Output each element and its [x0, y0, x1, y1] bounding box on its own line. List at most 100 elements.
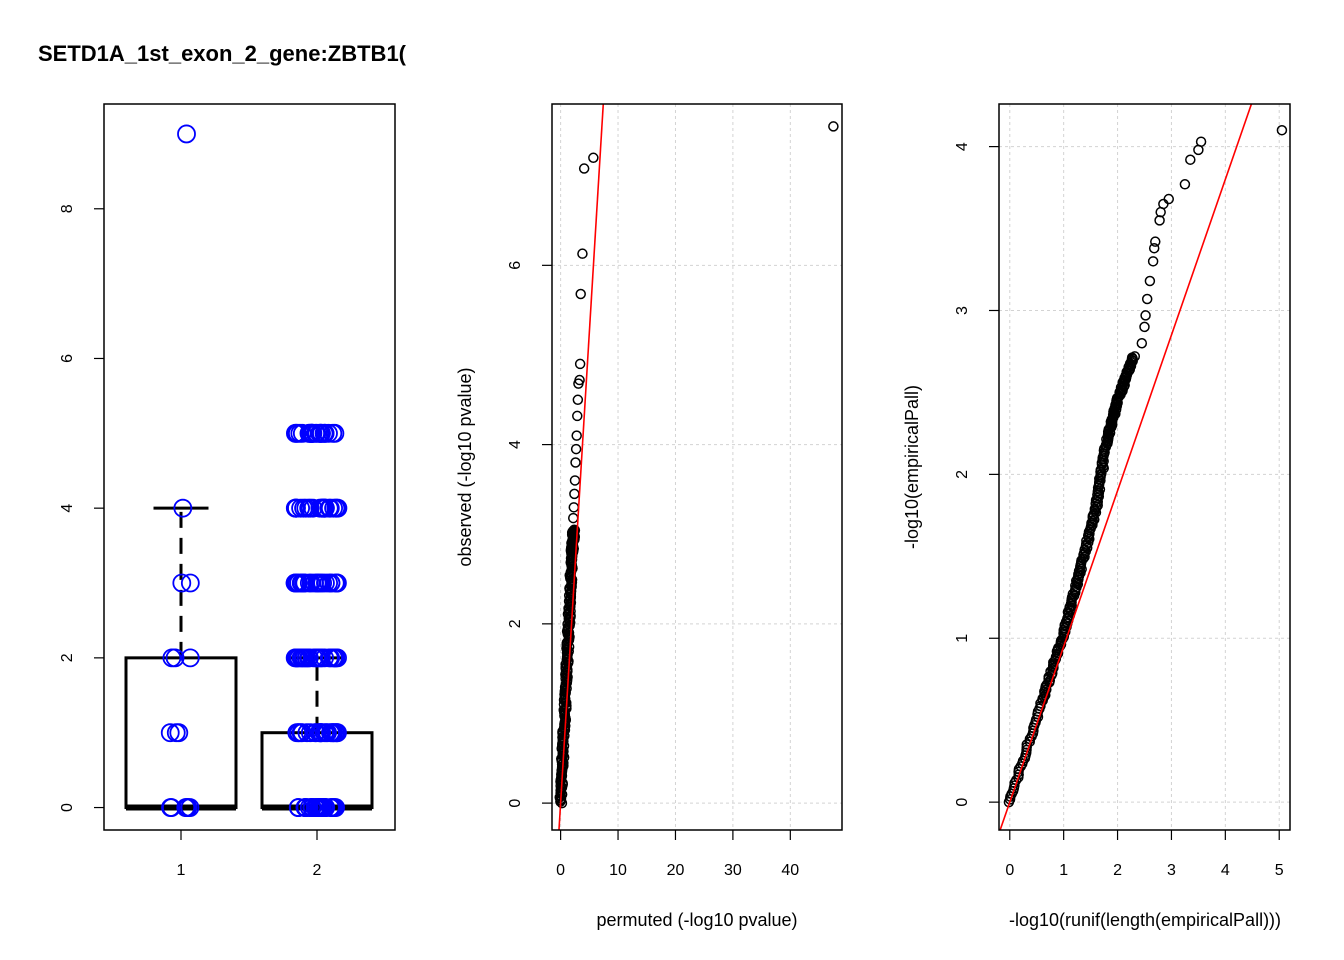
group2-point	[291, 498, 310, 518]
group2-point	[293, 648, 313, 668]
panel1-ytick-label: 0	[59, 803, 76, 812]
group2-point	[316, 723, 336, 743]
group2-point	[328, 723, 347, 743]
panel1-ytick-label: 6	[59, 354, 76, 363]
group2-point	[292, 573, 312, 593]
panel3-reference-line	[999, 104, 1253, 830]
panel2-outlier-point	[569, 475, 581, 486]
panel3-xtick-label: 3	[1167, 862, 1176, 879]
panel2-point	[568, 524, 580, 535]
group1-point	[180, 648, 200, 668]
panel2-ytick-label: 2	[507, 619, 524, 628]
panel3-xlabel: -log10(runif(length(empiricalPall)))	[1009, 910, 1281, 930]
panel3-point	[1129, 351, 1141, 362]
panel2-outlier-point	[575, 288, 586, 300]
panel3-plot-area	[999, 104, 1288, 830]
panel2-outlier-point	[828, 121, 839, 132]
group2-point	[324, 723, 343, 743]
panel3-xtick-label: 5	[1275, 862, 1284, 879]
group2-point	[325, 648, 345, 668]
panel3-xtick-label: 1	[1059, 862, 1068, 879]
panel3-point	[1021, 739, 1033, 750]
panel3-outlier-point	[1141, 293, 1153, 305]
panel2-outlier-point	[588, 152, 599, 164]
group1-point	[180, 573, 200, 593]
panel1-title: SETD1A_1st_exon_2_gene:ZBTB1(	[38, 41, 407, 66]
panel1-xtick-label: 1	[177, 862, 186, 879]
panel3-outlier-point	[1139, 321, 1150, 333]
panel3-outlier-point	[1136, 338, 1148, 349]
group1-point	[165, 648, 185, 668]
group2-point	[302, 798, 322, 817]
group1-point	[166, 723, 186, 743]
group2-point	[325, 573, 345, 593]
group1-point	[160, 723, 180, 743]
panel2-xtick-label: 40	[781, 862, 799, 879]
panel2-outlier-point	[570, 457, 581, 468]
group2-point	[314, 498, 334, 518]
group2-point	[295, 798, 315, 817]
panel3-outlier-point	[1185, 154, 1196, 165]
panel2-outlier-point	[573, 378, 584, 389]
panel3-point	[1087, 516, 1099, 527]
group2-point	[307, 648, 327, 668]
panel1-ytick-label: 2	[59, 653, 76, 662]
panel3-outlier-point	[1144, 275, 1156, 287]
panel2-ylabel: observed (-log10 pvalue)	[455, 367, 475, 566]
panel3-outlier-point	[1154, 215, 1165, 226]
panel1-frame	[103, 103, 396, 831]
panel2-ytick-label: 4	[507, 440, 524, 449]
panel2-outlier-point	[572, 394, 584, 406]
panel3-outlier-point	[1276, 124, 1288, 136]
panel2-outlier-point	[572, 410, 583, 422]
panel2-outlier-point	[570, 443, 582, 455]
panel3-frame	[998, 103, 1291, 831]
panel2-xtick-label: 20	[667, 862, 685, 879]
panel3-ytick-label: 4	[954, 142, 971, 151]
panel2-outlier-point	[578, 163, 590, 174]
panel2-frame	[551, 103, 843, 831]
group2-point	[303, 423, 323, 443]
panel1-ytick-label: 8	[59, 204, 76, 213]
panel2-ytick-label: 6	[507, 261, 524, 270]
group1-point	[177, 124, 196, 144]
panel3-xtick-label: 0	[1005, 862, 1014, 879]
panel2-plot-area	[554, 104, 839, 830]
group2-point	[285, 573, 305, 593]
panel2-xtick-label: 10	[609, 862, 627, 879]
panel3-outlier-point	[1148, 242, 1160, 254]
panel2-xtick-label: 0	[556, 862, 565, 879]
panel1-xtick-label: 2	[313, 862, 322, 879]
panel3-outlier-point	[1150, 236, 1161, 247]
panel2-xtick-label: 30	[724, 862, 742, 879]
panel2-reference-line	[558, 104, 605, 830]
group2-point	[290, 423, 310, 443]
panel2-outlier-point	[577, 248, 588, 259]
panel3-point	[1070, 583, 1081, 595]
panel2-outlier-point	[571, 430, 582, 441]
group1-point	[173, 498, 193, 518]
group2-point	[316, 798, 335, 817]
group1-point	[176, 798, 196, 817]
group2-point	[321, 573, 341, 593]
group1-point	[161, 798, 180, 817]
group2-point	[322, 798, 342, 817]
panel3-outlier-point	[1193, 144, 1204, 156]
group2-point	[292, 723, 312, 743]
group2-point	[324, 498, 343, 518]
panel3-ylabel: -log10(empiricalPall)	[902, 385, 922, 549]
panel2-xlabel: permuted (-log10 pvalue)	[596, 910, 797, 930]
group1-point	[172, 573, 192, 593]
panel1-ytick-label: 4	[59, 504, 76, 513]
panel2-outlier-point	[574, 358, 586, 370]
panel3-outlier-point	[1140, 310, 1151, 321]
panel3-ytick-label: 0	[954, 798, 971, 807]
panel3-ytick-label: 1	[954, 634, 971, 643]
panel2-ytick-label: 0	[507, 799, 524, 808]
panel3-outlier-point	[1179, 179, 1191, 190]
panel3-outlier-point	[1147, 256, 1159, 267]
group2-point	[315, 423, 335, 443]
panel3-ytick-label: 2	[954, 470, 971, 479]
group2-point	[285, 648, 305, 668]
